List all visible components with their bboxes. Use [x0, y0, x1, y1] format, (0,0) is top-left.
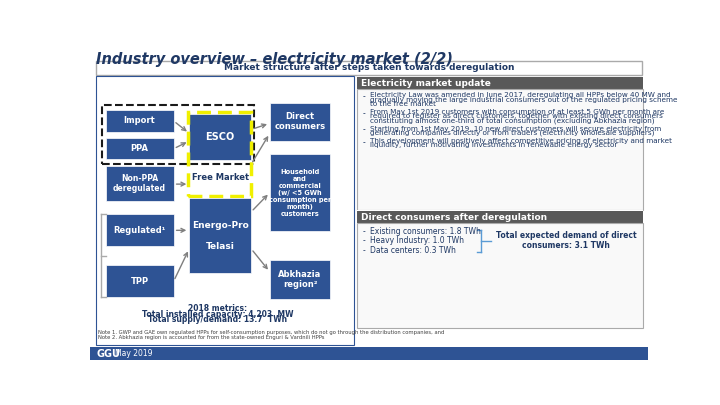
Text: Electricity market update: Electricity market update — [361, 79, 491, 88]
Text: 2018 metrics:: 2018 metrics: — [189, 304, 248, 313]
Bar — [96, 61, 642, 75]
Text: GGU: GGU — [96, 349, 120, 358]
Text: Direct consumers after deregulation: Direct consumers after deregulation — [361, 213, 547, 222]
Text: Industry overview – electricity market (2/2): Industry overview – electricity market (… — [96, 53, 453, 68]
Text: Abkhazia
region²: Abkhazia region² — [279, 270, 322, 289]
Text: Market structure after steps taken towards deregulation: Market structure after steps taken towar… — [224, 63, 514, 72]
Text: -: - — [363, 138, 366, 147]
Bar — [106, 110, 174, 132]
Text: Existing consumers: 1.8 TWh: Existing consumers: 1.8 TWh — [370, 227, 481, 236]
Bar — [356, 224, 644, 328]
Text: -: - — [363, 227, 366, 236]
Text: PPA: PPA — [130, 144, 148, 153]
Text: Regulated¹: Regulated¹ — [114, 226, 166, 235]
Text: Total installed capacity: 4,203  MW: Total installed capacity: 4,203 MW — [142, 310, 294, 319]
Bar — [356, 90, 644, 210]
Text: -: - — [363, 246, 366, 255]
Text: Free Market: Free Market — [192, 173, 249, 183]
Bar — [106, 138, 174, 160]
Bar — [106, 214, 174, 247]
Bar — [106, 265, 174, 297]
Text: Household
and
commercial
(w/ <5 GWh
consumption per
month)
customers: Household and commercial (w/ <5 GWh cons… — [269, 168, 331, 217]
Text: This development will positively affect competitive pricing of electricity and m: This development will positively affect … — [370, 138, 672, 144]
Bar — [270, 260, 330, 299]
Bar — [189, 114, 251, 160]
Text: Electricity Law was amended in June 2017, deregulating all HPPs below 40 MW and: Electricity Law was amended in June 2017… — [370, 92, 670, 98]
Text: generating companies directly or from traders (electricity wholesale suppliers): generating companies directly or from tr… — [370, 130, 654, 136]
Bar — [356, 211, 644, 224]
Text: Import: Import — [124, 117, 156, 126]
Text: Total supply/demand: 13.7  TWh: Total supply/demand: 13.7 TWh — [148, 315, 287, 324]
Text: Direct
consumers: Direct consumers — [274, 112, 325, 132]
Text: -: - — [363, 109, 366, 118]
Bar — [96, 76, 354, 345]
Text: -: - — [363, 126, 366, 134]
Text: Data centers: 0.3 TWh: Data centers: 0.3 TWh — [370, 246, 456, 255]
Text: gradually moving the large industrial consumers out of the regulated pricing sch: gradually moving the large industrial co… — [370, 97, 678, 103]
Bar — [188, 112, 251, 196]
Text: Energo-Pro

Telasi: Energo-Pro Telasi — [192, 221, 248, 251]
Text: constituting almost one-third of total consumption (excluding Abkhazia region): constituting almost one-third of total c… — [370, 117, 654, 124]
Text: required to register as direct customers, together with existing direct consumer: required to register as direct customers… — [370, 113, 662, 119]
Bar — [270, 154, 330, 231]
Text: From May 1st 2019 customers with consumption of at least 5 GWh per month are: From May 1st 2019 customers with consump… — [370, 109, 664, 115]
Text: ESCO: ESCO — [206, 132, 235, 142]
Text: -: - — [363, 92, 366, 102]
Bar — [90, 347, 648, 360]
Bar — [356, 210, 644, 211]
Bar — [356, 77, 644, 90]
Text: Heavy Industry: 1.0 TWh: Heavy Industry: 1.0 TWh — [370, 237, 464, 245]
Text: Total expected demand of direct
consumers: 3.1 TWh: Total expected demand of direct consumer… — [496, 231, 636, 250]
Bar — [106, 166, 174, 201]
Bar — [270, 102, 330, 141]
Text: TPP: TPP — [130, 277, 148, 286]
Bar — [102, 105, 253, 164]
Text: Note 2. Abkhazia region is accounted for from the state-owned Enguri & Vardnili : Note 2. Abkhazia region is accounted for… — [98, 335, 324, 340]
Text: Starting from 1st May 2019, 10 new direct customers will secure electricity from: Starting from 1st May 2019, 10 new direc… — [370, 126, 661, 132]
Text: Note 1. GWP and GAE own regulated HPPs for self-consumption purposes, which do n: Note 1. GWP and GAE own regulated HPPs f… — [98, 330, 444, 335]
Bar — [189, 198, 251, 273]
Text: -: - — [363, 237, 366, 245]
Text: May 2019: May 2019 — [114, 349, 153, 358]
Text: to the free market: to the free market — [370, 101, 436, 107]
Text: Non-PPA
deregulated: Non-PPA deregulated — [113, 174, 166, 194]
Text: liquidity, further motivating investments in renewable energy sector: liquidity, further motivating investment… — [370, 142, 617, 148]
